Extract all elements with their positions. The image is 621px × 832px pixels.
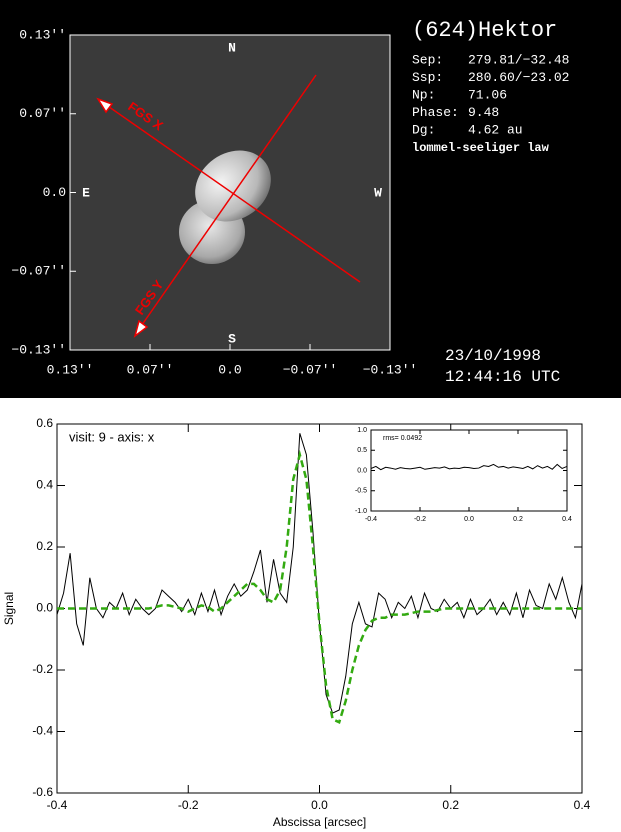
inset-background <box>371 430 567 511</box>
x-axis-label: Abscissa [arcsec] <box>273 815 366 829</box>
x-tick-label: 0.2 <box>513 516 523 523</box>
y-tick-label: −0.07'' <box>11 264 66 279</box>
compass-s: S <box>228 331 236 346</box>
y-tick-label: 0.2 <box>36 539 53 553</box>
compass-n: N <box>228 40 236 55</box>
time: 12:44:16 UTC <box>445 368 560 386</box>
compass-w: W <box>374 185 382 200</box>
x-tick-label: 0.4 <box>574 798 591 812</box>
info-value: 4.62 au <box>468 122 523 137</box>
data-line <box>370 463 568 471</box>
x-tick-label: 0.0 <box>464 516 474 523</box>
x-tick-label: 0.0 <box>218 362 241 377</box>
x-tick-label: −0.07'' <box>283 362 338 377</box>
info-label: Phase: <box>412 105 459 120</box>
x-tick-label: −0.13'' <box>363 362 418 377</box>
y-tick-label: -0.6 <box>32 785 53 799</box>
fgs-x-axis <box>101 101 361 283</box>
y-tick-label: 0.07'' <box>19 106 66 121</box>
compass-e: E <box>82 185 90 200</box>
y-tick-label: 1.0 <box>357 427 367 434</box>
y-tick-label: 0.0 <box>36 601 53 615</box>
x-tick-label: 0.2 <box>442 798 459 812</box>
info-label: Ssp: <box>412 70 443 85</box>
annotation: visit: 9 - axis: x <box>69 429 155 444</box>
info-value: 279.81/−32.48 <box>468 52 569 67</box>
info-value: 280.60/−23.02 <box>468 70 569 85</box>
info-value: 9.48 <box>468 105 499 120</box>
y-tick-label: -0.2 <box>32 662 53 676</box>
x-tick-label: -0.2 <box>178 798 199 812</box>
x-tick-label: 0.0 <box>311 798 328 812</box>
info-label: Sep: <box>412 52 443 67</box>
y-tick-label: 0.0 <box>357 467 367 474</box>
fgs-x-arrow <box>96 97 114 114</box>
info-label: Np: <box>412 87 435 102</box>
annotation: rms= 0.0492 <box>383 435 422 442</box>
y-tick-label: 0.0 <box>43 185 66 200</box>
fgs-y-axis <box>136 74 317 333</box>
scattering-law: lommel-seeliger law <box>412 141 550 155</box>
info-label: Dg: <box>412 122 435 137</box>
y-tick-label: −0.13'' <box>11 342 66 357</box>
x-tick-label: 0.07'' <box>127 362 174 377</box>
x-tick-label: 0.4 <box>562 516 572 523</box>
info-value: 71.06 <box>468 87 507 102</box>
y-tick-label: 0.5 <box>357 447 367 454</box>
y-tick-label: -0.4 <box>32 724 53 738</box>
y-tick-label: -0.5 <box>355 488 367 495</box>
date: 23/10/1998 <box>445 347 541 365</box>
y-tick-label: 0.4 <box>36 478 53 492</box>
image-title: (624)Hektor <box>412 18 557 43</box>
data-line <box>57 449 582 725</box>
x-tick-label: -0.4 <box>47 798 68 812</box>
y-axis-label: Signal <box>2 592 16 625</box>
y-tick-label: 0.6 <box>36 416 53 430</box>
y-tick-label: -1.0 <box>355 508 367 515</box>
y-tick-label: 0.13'' <box>19 27 66 42</box>
x-tick-label: -0.2 <box>414 516 426 523</box>
x-tick-label: -0.4 <box>365 516 377 523</box>
fgs-y-arrow <box>133 319 149 338</box>
x-tick-label: 0.13'' <box>47 362 94 377</box>
